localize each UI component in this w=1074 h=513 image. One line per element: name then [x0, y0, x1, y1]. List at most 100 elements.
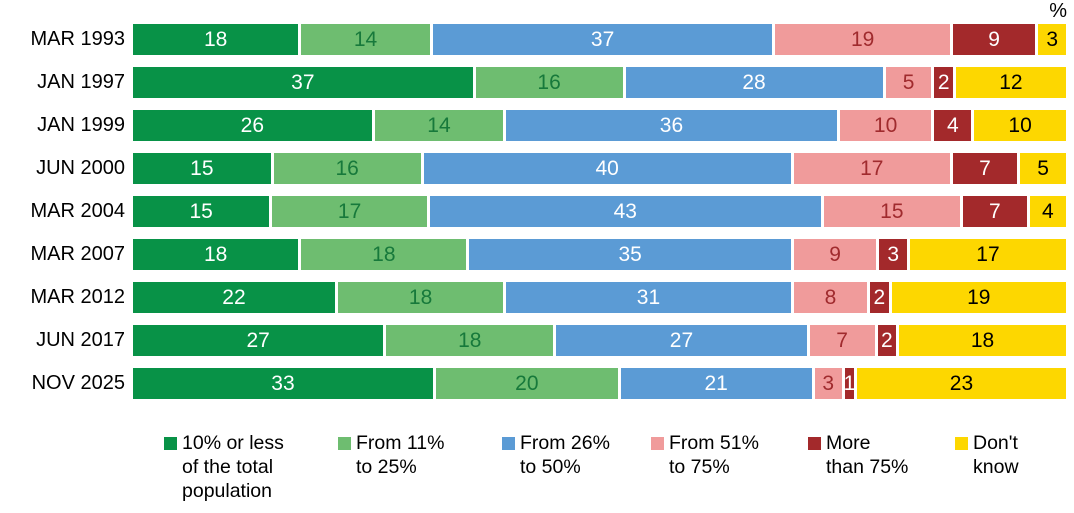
segment-value: 4: [1041, 199, 1054, 223]
bar-segment: 15: [133, 153, 271, 184]
segment-value: 18: [203, 242, 228, 266]
segment-value: 7: [989, 199, 1001, 223]
bar-track: 15 17 43 15 7 4: [133, 196, 1067, 227]
bar-segment: 20: [435, 368, 618, 399]
segment-value: 26: [240, 113, 265, 137]
bar-rows: MAR 1993 18 14 37 19 9 3 JAN 1997 37 16 28 5 2 12 JAN …: [0, 24, 1067, 411]
bar-segment: 17: [909, 239, 1066, 270]
legend-item: From 51% to 75%: [651, 431, 759, 479]
row-label: JUN 2017: [36, 329, 125, 351]
segment-value: 8: [824, 285, 837, 309]
bar-row: NOV 2025 33 20 21 3 1 23: [0, 368, 1066, 399]
segment-value: 27: [246, 328, 270, 352]
row-label: NOV 2025: [31, 372, 125, 394]
legend-label: From 11% to 25%: [356, 432, 445, 478]
bar-segment: 27: [556, 325, 807, 356]
bar-segment: 18: [133, 24, 299, 55]
legend: 10% or less of the total population From …: [0, 431, 1074, 511]
segment-value: 15: [880, 199, 904, 223]
segment-value: 40: [595, 156, 619, 180]
row-label: MAR 2012: [30, 286, 126, 308]
segment-value: 7: [836, 328, 848, 352]
segment-value: 3: [1046, 27, 1059, 51]
segment-value: 7: [979, 156, 991, 180]
segment-value: 10: [1008, 113, 1032, 137]
segment-value: 17: [976, 242, 1000, 266]
bar-track: 22 18 31 8 2 19: [133, 282, 1066, 313]
bar-segment: 3: [814, 368, 842, 399]
bar-segment: 15: [823, 196, 961, 227]
legend-swatch-icon: [955, 437, 968, 450]
bar-segment: 10: [974, 110, 1066, 141]
bar-segment: 18: [301, 239, 467, 270]
segment-value: 37: [590, 27, 615, 51]
bar-segment: 18: [386, 325, 554, 356]
bar-segment: 16: [273, 153, 421, 184]
legend-swatch-icon: [338, 437, 351, 450]
bar-segment: 9: [793, 239, 877, 270]
bar-segment: 15: [133, 196, 270, 227]
segment-value: 33: [271, 371, 295, 395]
bar-segment: 2: [877, 325, 897, 356]
bar-segment: 23: [856, 368, 1066, 399]
bar-segment: 2: [934, 67, 953, 98]
bar-row: JUN 2000 15 16 40 17 7 5: [0, 153, 1067, 184]
segment-value: 2: [873, 285, 886, 309]
segment-value: 28: [742, 70, 766, 94]
bar-segment: 19: [775, 24, 950, 55]
bar-segment: 26: [133, 110, 372, 141]
bar-track: 18 18 35 9 3 17: [133, 239, 1066, 270]
segment-value: 23: [949, 371, 974, 395]
segment-value: 18: [408, 285, 433, 309]
bar-row: MAR 2007 18 18 35 9 3 17: [0, 239, 1066, 270]
segment-value: 9: [988, 27, 1000, 51]
row-label: JUN 2000: [36, 157, 125, 179]
legend-swatch-icon: [164, 437, 177, 450]
bar-segment: 21: [620, 368, 812, 399]
segment-value: 36: [659, 113, 684, 137]
segment-value: 19: [850, 27, 875, 51]
bar-segment: 7: [952, 153, 1018, 184]
bar-segment: 8: [793, 282, 868, 313]
segment-value: 37: [291, 70, 315, 94]
segment-value: 19: [967, 285, 991, 309]
bar-segment: 33: [133, 368, 433, 399]
bar-segment: 14: [301, 24, 430, 55]
segment-value: 43: [613, 199, 637, 223]
bar-segment: 12: [955, 67, 1066, 98]
segment-value: 17: [337, 199, 362, 223]
bar-segment: 17: [272, 196, 427, 227]
bar-track: 27 18 27 7 2 18: [133, 325, 1066, 356]
segment-value: 10: [873, 113, 898, 137]
segment-value: 16: [335, 156, 359, 180]
bar-segment: 7: [963, 196, 1027, 227]
bar-track: 15 16 40 17 7 5: [133, 153, 1067, 184]
bar-segment: 27: [133, 325, 384, 356]
bar-segment: 4: [934, 110, 972, 141]
row-label: JAN 1997: [37, 71, 125, 93]
bar-track: 26 14 36 10 4 10: [133, 110, 1066, 141]
segment-value: 3: [887, 242, 899, 266]
legend-label: From 26% to 50%: [520, 432, 610, 478]
bar-segment: 17: [793, 153, 950, 184]
row-label: JAN 1999: [37, 114, 125, 136]
bar-segment: 2: [870, 282, 889, 313]
segment-value: 14: [353, 27, 378, 51]
bar-row: MAR 2012 22 18 31 8 2 19: [0, 282, 1066, 313]
bar-segment: 28: [625, 67, 883, 98]
bar-segment: 9: [952, 24, 1036, 55]
segment-value: 22: [222, 285, 246, 309]
bar-segment: 3: [879, 239, 907, 270]
segment-value: 18: [372, 242, 396, 266]
bar-segment: 3: [1038, 24, 1066, 55]
legend-item: From 11% to 25%: [338, 431, 445, 479]
segment-value: 12: [999, 70, 1023, 94]
bar-segment: 7: [809, 325, 875, 356]
legend-label: 10% or less of the total population: [182, 432, 284, 502]
segment-value: 1: [843, 371, 856, 395]
segment-value: 5: [902, 70, 915, 94]
segment-value: 21: [704, 371, 728, 395]
segment-value: 20: [515, 371, 539, 395]
legend-swatch-icon: [808, 437, 821, 450]
